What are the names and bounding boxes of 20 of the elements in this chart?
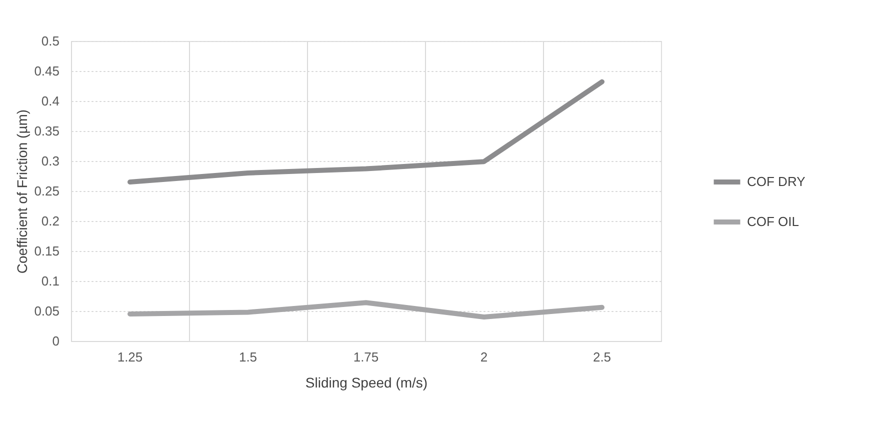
y-tick-label: 0.15 [34, 244, 60, 258]
x-tick-label: 1.75 [353, 350, 379, 364]
x-axis-title: Sliding Speed (m/s) [305, 374, 428, 390]
y-tick-label: 0.35 [34, 124, 60, 138]
legend-label: COF DRY [747, 174, 806, 189]
y-tick-label: 0 [52, 334, 60, 348]
y-tick-label: 0.05 [34, 304, 60, 318]
y-tick-label: 0.45 [34, 64, 60, 78]
y-tick-label: 0.1 [41, 274, 60, 288]
y-tick-label: 0.5 [41, 34, 60, 48]
x-tick-label: 2 [480, 350, 488, 364]
y-tick-label: 0.4 [41, 94, 60, 108]
y-tick-label: 0.25 [34, 184, 60, 198]
y-axis-title: Coefficient of Friction (µm) [14, 109, 30, 274]
x-tick-label: 2.5 [592, 350, 612, 364]
y-tick-label: 0.2 [41, 214, 60, 228]
x-tick-label: 1.25 [117, 350, 143, 364]
x-tick-label: 1.5 [238, 350, 258, 364]
legend-label: COF OIL [747, 214, 800, 229]
y-tick-label: 0.3 [41, 154, 60, 168]
